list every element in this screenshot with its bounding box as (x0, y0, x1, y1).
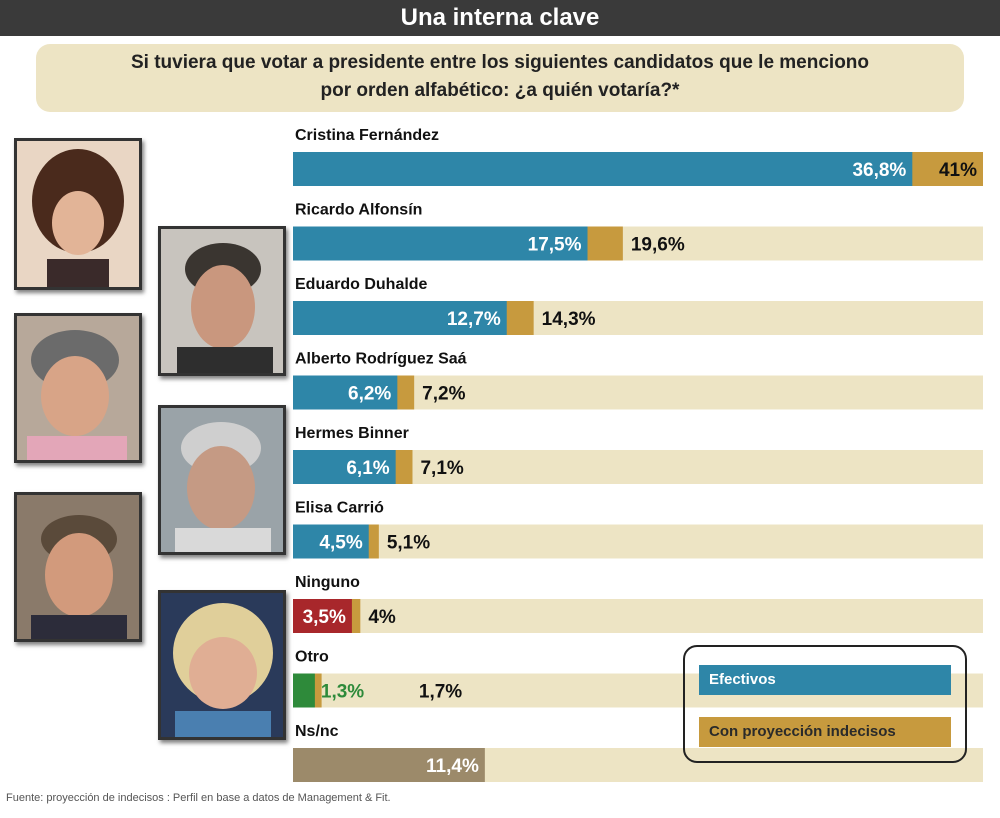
bar-efectivos (293, 524, 369, 559)
photo-alberto-rodriguez-saa (14, 492, 142, 642)
photo-ricardo-alfonsin (158, 226, 286, 376)
bar-efectivos (293, 375, 398, 410)
photo-eduardo-duhalde (14, 313, 142, 463)
bar-efectivos (293, 748, 485, 782)
survey-question: Si tuviera que votar a presidente entre … (36, 44, 964, 112)
data-label-efectivos: 4,5% (319, 533, 362, 554)
data-label-efectivos: 17,5% (528, 235, 582, 256)
data-label-proyeccion: 1,7% (419, 682, 462, 703)
bar-efectivos (293, 301, 507, 335)
bar-efectivos (293, 226, 588, 261)
category-label: Otro (295, 649, 329, 666)
category-label: Elisa Carrió (295, 500, 384, 517)
category-label: Eduardo Duhalde (295, 276, 428, 293)
category-label: Ns/nc (295, 723, 339, 740)
bar-track (293, 599, 983, 633)
data-label-proyeccion: 7,2% (422, 384, 465, 405)
data-label-efectivos: 3,5% (303, 607, 346, 628)
bar-efectivos (293, 450, 396, 484)
photo-hermes-binner (158, 405, 286, 555)
data-label-proyeccion: 4% (368, 607, 396, 628)
category-label: Hermes Binner (295, 425, 409, 442)
question-line-1: Si tuviera que votar a presidente entre … (130, 52, 870, 73)
category-label: Cristina Fernández (295, 127, 439, 144)
data-label-proyeccion: 14,3% (542, 309, 596, 330)
legend-efectivos: Efectivos (699, 665, 951, 695)
bar-efectivos (293, 599, 352, 633)
chart-title: Una interna clave (0, 0, 1000, 36)
category-label: Ricardo Alfonsín (295, 202, 422, 219)
data-label-proyeccion: 19,6% (631, 235, 685, 256)
data-label-efectivos: 11,4% (426, 756, 479, 777)
bar-track (293, 524, 983, 559)
photo-elisa-carrio (158, 590, 286, 740)
bar-efectivos (293, 673, 315, 708)
bar-efectivos (293, 152, 913, 186)
question-line-2: por orden alfabético: ¿a quién votaría?* (320, 80, 680, 101)
category-label: Ninguno (295, 574, 360, 591)
data-label-efectivos: 6,2% (348, 384, 391, 405)
legend-proyeccion: Con proyección indecisos (699, 717, 951, 747)
source-note: Fuente: proyección de indecisos : Perfil… (6, 792, 391, 804)
data-label-efectivos: 1,3% (321, 682, 364, 703)
data-label-proyeccion: 5,1% (387, 533, 430, 554)
photo-cristina-fernandez (14, 138, 142, 290)
data-label-proyeccion: 41% (939, 160, 977, 181)
data-label-efectivos: 12,7% (447, 309, 501, 330)
legend: Efectivos Con proyección indecisos (683, 645, 967, 763)
data-label-proyeccion: 7,1% (420, 458, 463, 479)
category-label: Alberto Rodríguez Saá (295, 351, 467, 368)
data-label-efectivos: 36,8% (852, 160, 906, 181)
data-label-efectivos: 6,1% (346, 458, 389, 479)
